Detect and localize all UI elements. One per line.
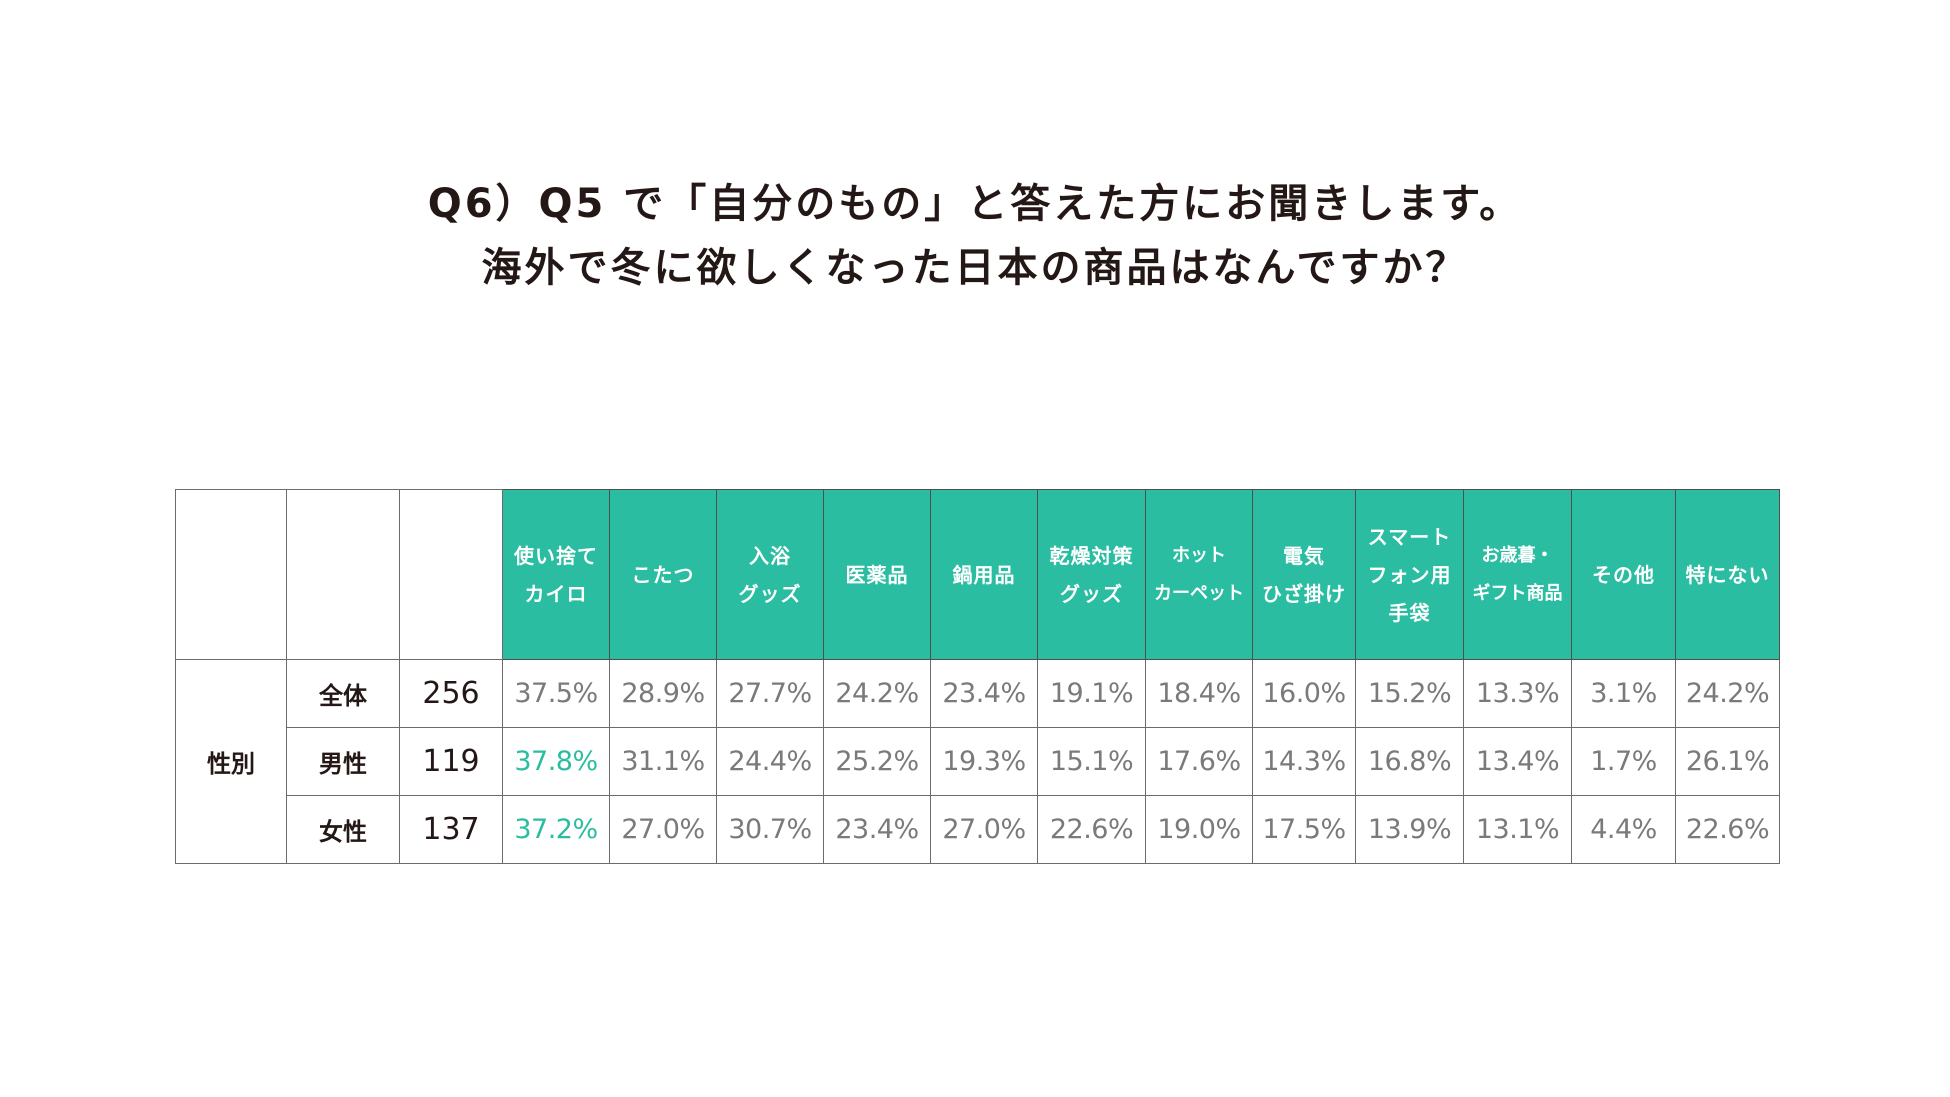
value-cell: 18.4% <box>1145 659 1253 728</box>
group-label: 性別 <box>175 659 287 864</box>
value-cell: 24.2% <box>1675 659 1780 728</box>
value-cell: 13.9% <box>1355 795 1464 864</box>
value-cell: 37.2% <box>502 795 610 864</box>
table-row: 性別 全体 256 37.5% 28.9% 27.7% 24.2% 23.4% 19.1% 18.… <box>175 659 1780 864</box>
column-header: 電気 ひざ掛け <box>1252 489 1356 660</box>
column-header-line: 入浴 <box>749 543 791 568</box>
value-cell: 28.9% <box>609 659 717 728</box>
value-cell: 16.0% <box>1252 659 1356 728</box>
value-cell: 26.1% <box>1675 727 1780 796</box>
chart-title: Q6）Q5 で「自分のもの」と答えた方にお聞きします。 海外で冬に欲しくなった日… <box>0 172 1950 300</box>
column-header-line: スマート <box>1367 524 1452 549</box>
value-cell: 27.0% <box>930 795 1038 864</box>
column-header: 乾燥対策 グッズ <box>1037 489 1146 660</box>
column-header: お歳暮・ ギフト商品 <box>1463 489 1572 660</box>
value-cell: 25.2% <box>823 727 931 796</box>
value-cell: 23.4% <box>823 795 931 864</box>
column-header-line: 電気 <box>1283 543 1325 568</box>
value-cell: 22.6% <box>1037 795 1146 864</box>
column-header-line: 医薬品 <box>845 562 909 587</box>
value-cell: 27.0% <box>609 795 717 864</box>
column-header: 入浴 グッズ <box>716 489 824 660</box>
row-label: 全体 <box>286 659 400 728</box>
value-cell: 22.6% <box>1675 795 1780 864</box>
value-cell: 19.1% <box>1037 659 1146 728</box>
value-cell: 16.8% <box>1355 727 1464 796</box>
column-header: ホット カーペット <box>1145 489 1253 660</box>
value-cell: 13.4% <box>1463 727 1572 796</box>
value-cell: 30.7% <box>716 795 824 864</box>
column-header-line: こたつ <box>631 562 695 587</box>
value-cell: 1.7% <box>1571 727 1676 796</box>
header-row: 使い捨て カイロ こたつ 入浴 グッズ 医薬品 鍋用品 乾燥対策 グッズ ホット カーペット 電気 ひざ… <box>175 489 1780 660</box>
sample-size: 256 <box>399 659 503 728</box>
blank-header-cell <box>175 489 287 660</box>
column-header-line: カーペット <box>1154 582 1244 604</box>
value-cell: 19.3% <box>930 727 1038 796</box>
value-cell: 37.5% <box>502 659 610 728</box>
row-label: 男性 <box>286 727 400 796</box>
title-line-2: 海外で冬に欲しくなった日本の商品はなんですか？ <box>481 245 1469 291</box>
column-header-line: 手袋 <box>1388 600 1431 625</box>
table-row: 女性 137 37.2% 27.0% 30.7% 23.4% 27.0% 22.6% 19.0%… <box>176 795 1780 864</box>
value-cell: 19.0% <box>1145 795 1253 864</box>
column-header: 鍋用品 <box>930 489 1038 660</box>
value-cell: 27.7% <box>716 659 824 728</box>
value-cell: 4.4% <box>1571 795 1676 864</box>
column-header-line: ひざ掛け <box>1262 581 1346 606</box>
value-cell: 13.3% <box>1463 659 1572 728</box>
column-header-line: ギフト商品 <box>1472 582 1563 604</box>
column-header-line: グッズ <box>738 581 802 606</box>
title-line-1: Q6）Q5 で「自分のもの」と答えた方にお聞きします。 <box>427 181 1523 227</box>
column-header-line: フォン用 <box>1367 562 1452 587</box>
column-header-line: 特にない <box>1685 562 1770 587</box>
value-cell: 24.4% <box>716 727 824 796</box>
row-label: 女性 <box>286 795 400 864</box>
value-cell: 3.1% <box>1571 659 1676 728</box>
blank-header-cell <box>286 489 400 660</box>
value-cell: 24.2% <box>823 659 931 728</box>
column-header-line: お歳暮・ <box>1481 544 1554 566</box>
column-header-line: 乾燥対策 <box>1049 543 1134 568</box>
value-cell: 17.6% <box>1145 727 1253 796</box>
column-header: 特にない <box>1675 489 1780 660</box>
column-header: スマートフォン用手袋 <box>1355 489 1464 660</box>
sample-size: 119 <box>399 727 503 796</box>
survey-results-table: 使い捨て カイロ こたつ 入浴 グッズ 医薬品 鍋用品 乾燥対策 グッズ ホット カーペット 電気 ひざ… <box>175 489 1780 864</box>
column-header: その他 <box>1571 489 1676 660</box>
sample-size: 137 <box>399 795 503 864</box>
column-header-line: 鍋用品 <box>952 562 1016 587</box>
column-header-line: カイロ <box>524 581 588 606</box>
value-cell: 17.5% <box>1252 795 1356 864</box>
column-header-line: 使い捨て <box>514 543 598 568</box>
value-cell: 37.8% <box>502 727 610 796</box>
column-header: 医薬品 <box>823 489 931 660</box>
value-cell: 23.4% <box>930 659 1038 728</box>
value-cell: 31.1% <box>609 727 717 796</box>
blank-header-cell <box>399 489 503 660</box>
table-row: 男性 119 37.8% 31.1% 24.4% 25.2% 19.3% 15.1% 17.6%… <box>176 727 1780 796</box>
value-cell: 13.1% <box>1463 795 1572 864</box>
column-header: 使い捨て カイロ <box>502 489 610 660</box>
column-header-line: その他 <box>1592 562 1655 587</box>
column-header: こたつ <box>609 489 717 660</box>
value-cell: 15.2% <box>1355 659 1464 728</box>
column-header-line: グッズ <box>1060 581 1123 606</box>
column-header-line: ホット <box>1172 544 1226 566</box>
value-cell: 14.3% <box>1252 727 1356 796</box>
value-cell: 15.1% <box>1037 727 1146 796</box>
